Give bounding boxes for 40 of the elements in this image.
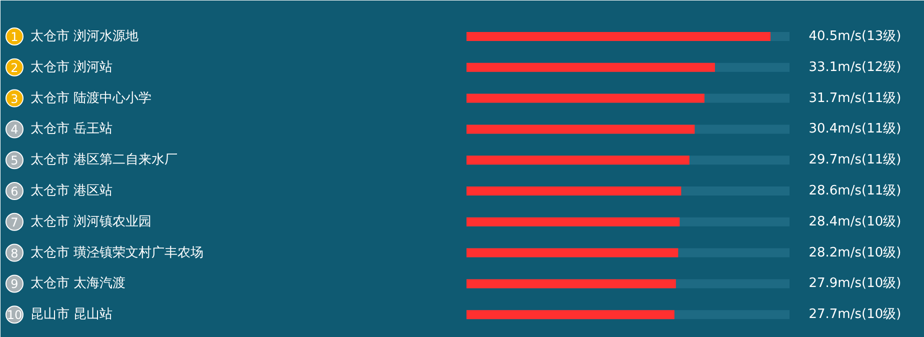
text: 4 (10, 122, 18, 137)
y-tick-label: 昆山市 昆山站 (30, 307, 113, 322)
data-label: 28.4m/s (808, 214, 862, 230)
data-label: 27.9m/s (808, 276, 862, 292)
y-tick-label: 太仓市 陆渡中心小学 (30, 90, 152, 106)
data-label: 40.5m/s (808, 29, 862, 44)
y-tick-label: 太仓市 港区第二自来水厂 (30, 152, 178, 168)
text: 7 (10, 215, 18, 230)
data-label: 33.1m/s (808, 60, 862, 75)
y-tick-label: 太仓市 港区站 (30, 184, 113, 198)
y-tick-label: 太仓市 太海汽渡 (30, 276, 126, 292)
text: 2 (10, 60, 18, 75)
text: (10级) (862, 276, 902, 292)
y-tick-label: 太仓市 浏河站 (30, 60, 113, 75)
text: (11级) (862, 152, 902, 168)
data-label: 29.7m/s (808, 152, 862, 168)
text: 8 (10, 246, 18, 260)
data-label: 27.7m/s (808, 307, 862, 322)
data-label: 28.6m/s (808, 184, 862, 198)
text: 6 (10, 184, 18, 198)
text: (11级) (862, 184, 902, 198)
text: (10级) (862, 307, 902, 322)
y-tick-label: 太仓市 璜泾镇荣文村广丰农场 (30, 245, 204, 260)
data-label: 28.2m/s (808, 245, 862, 260)
text: (12级) (862, 60, 902, 75)
text: (13级) (862, 29, 902, 44)
text: 3 (10, 92, 18, 106)
y-tick-label: 太仓市 浏河镇农业园 (30, 214, 152, 230)
text: 9 (10, 277, 18, 292)
text: (10级) (862, 245, 902, 260)
text: (11级) (862, 90, 902, 106)
y-tick-label: 太仓市 岳王站 (30, 122, 113, 137)
text: 5 (10, 154, 18, 168)
text: (11级) (862, 122, 902, 137)
y-tick-label: 太仓市 浏河水源地 (30, 29, 139, 44)
text: 10 (6, 308, 22, 322)
data-label: 30.4m/s (808, 122, 862, 137)
text: (10级) (862, 214, 902, 230)
text: 1 (10, 30, 18, 44)
data-label: 31.7m/s (808, 90, 862, 106)
